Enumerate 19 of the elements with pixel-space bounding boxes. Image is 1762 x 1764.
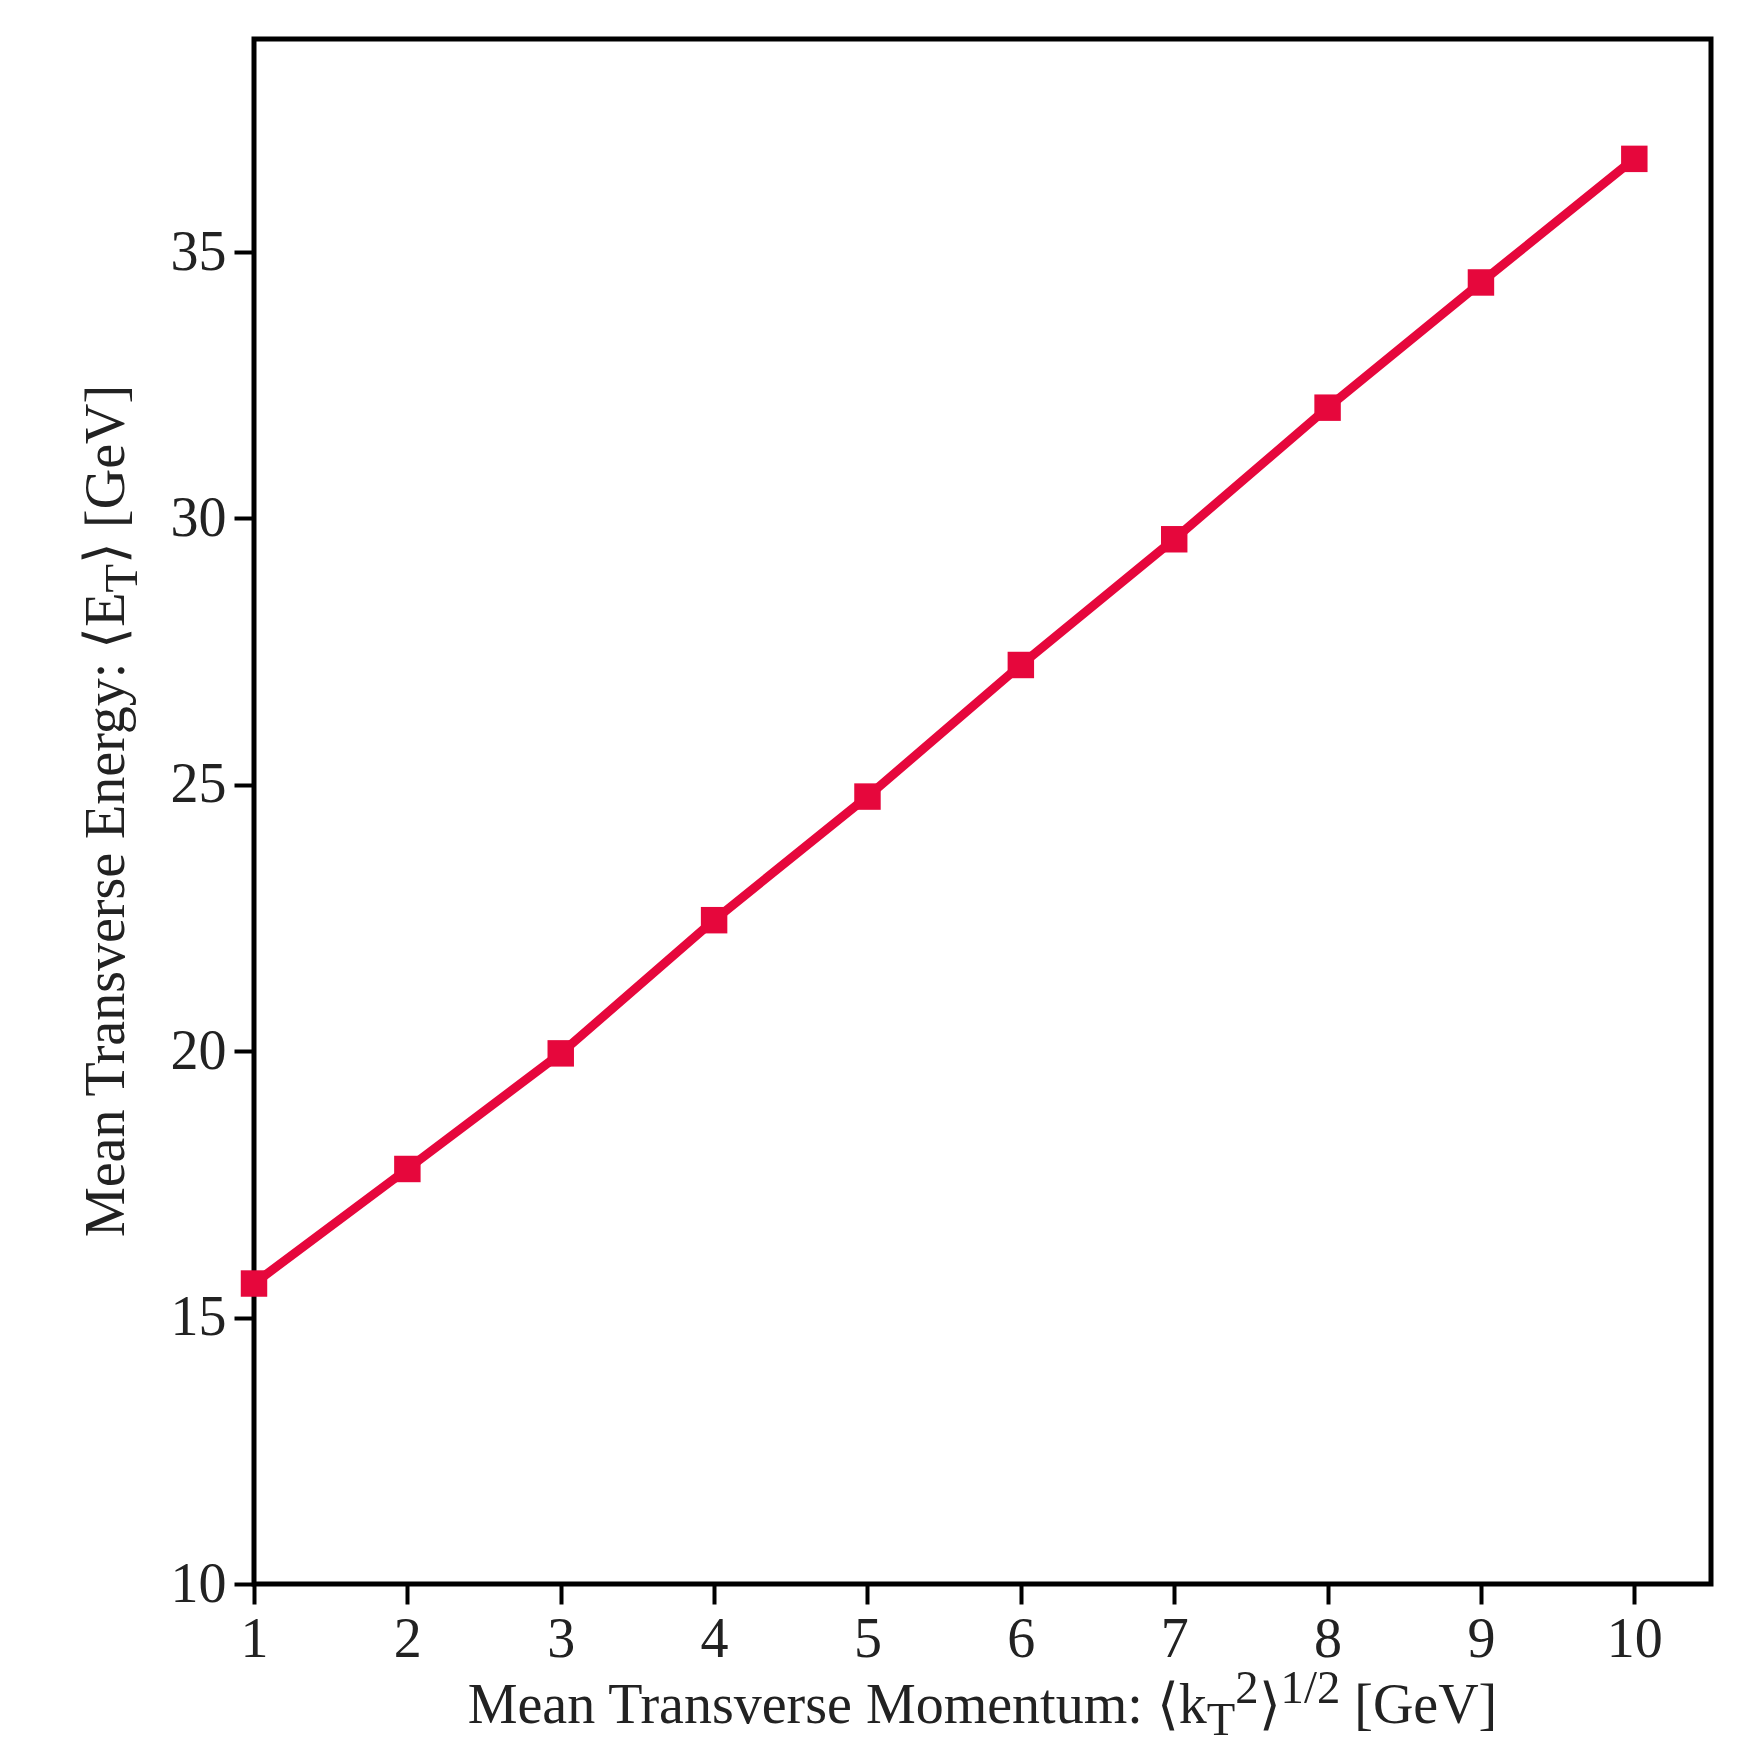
x-tick-label: 10: [1606, 1606, 1663, 1669]
point: [547, 1040, 574, 1067]
y-tick-label: 30: [170, 485, 227, 548]
point: [1621, 145, 1648, 173]
y-tick-label: 35: [170, 219, 227, 282]
point: [1160, 526, 1188, 553]
y-tick-label: 20: [170, 1018, 227, 1081]
point: [394, 1155, 421, 1183]
y-tick-label: 15: [170, 1285, 227, 1348]
point: [854, 783, 881, 810]
x-tick-label: 1: [240, 1606, 269, 1669]
x-tick-label: 2: [393, 1606, 422, 1669]
point: [700, 906, 728, 934]
point: [1467, 269, 1495, 296]
y-tick-label: 10: [170, 1551, 227, 1614]
point: [240, 1270, 268, 1297]
point: [1314, 394, 1341, 421]
point: [1007, 651, 1035, 679]
y-tick-label: 25: [170, 752, 227, 815]
